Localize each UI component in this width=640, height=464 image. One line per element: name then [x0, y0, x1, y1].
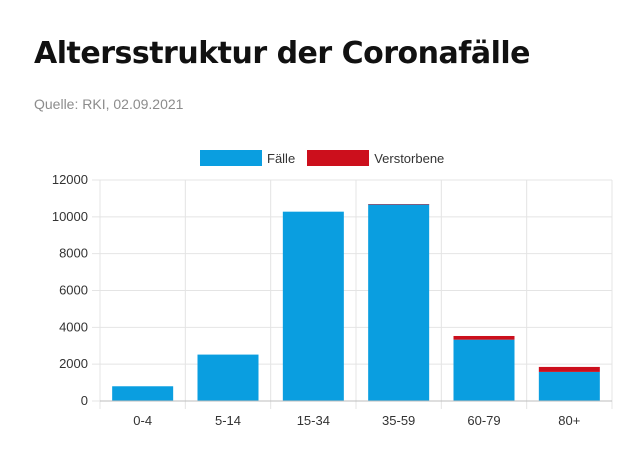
chart-legend: Fälle Verstorbene: [200, 149, 456, 167]
bar-deaths: [538, 366, 600, 372]
legend-label-cases: Fälle: [267, 150, 296, 166]
x-tick-label: 35-59: [382, 413, 415, 428]
bar-deaths: [453, 335, 515, 340]
x-tick-label: 5-14: [215, 413, 241, 428]
bar-cases: [368, 204, 430, 401]
bar-cases: [112, 386, 174, 401]
bar-cases: [282, 211, 344, 401]
source-note: Quelle: RKI, 02.09.2021: [34, 96, 184, 112]
bar-cases: [538, 371, 600, 401]
bar-deaths: [368, 204, 430, 205]
x-tick-label: 0-4: [133, 413, 152, 428]
y-tick-label: 8000: [59, 246, 88, 261]
legend-item-cases[interactable]: Fälle: [200, 150, 295, 166]
legend-swatch-deaths: [307, 150, 370, 166]
y-tick-label: 4000: [59, 319, 88, 334]
bar-cases: [453, 339, 515, 401]
y-tick-label: 10000: [52, 209, 88, 224]
x-tick-label: 15-34: [297, 413, 330, 428]
page-title: Altersstruktur der Coronafälle: [34, 36, 530, 71]
y-tick-label: 6000: [59, 283, 88, 298]
x-tick-label: 80+: [558, 413, 580, 428]
y-tick-label: 0: [81, 393, 88, 408]
legend-item-deaths[interactable]: Verstorbene: [307, 150, 444, 166]
legend-swatch-cases: [200, 150, 262, 166]
bar-cases: [197, 354, 259, 401]
legend-label-deaths: Verstorbene: [374, 150, 445, 166]
y-tick-label: 2000: [59, 356, 88, 371]
y-tick-label: 12000: [52, 172, 88, 187]
x-tick-label: 60-79: [467, 413, 500, 428]
